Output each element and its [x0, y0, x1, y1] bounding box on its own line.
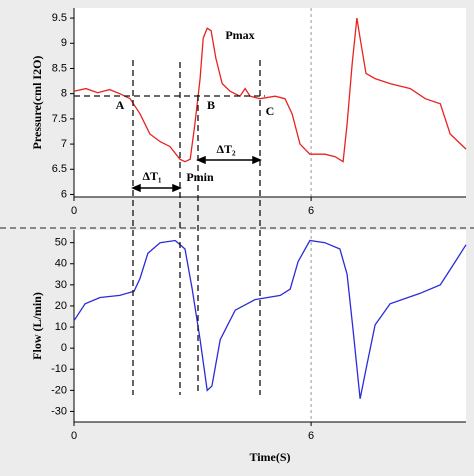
arrow-head [196, 155, 262, 165]
data-line [73, 239, 467, 399]
y-tick-label: -30 [51, 405, 67, 417]
y-axis-title: Flow (L/min) [30, 292, 44, 360]
data-line [73, 17, 467, 163]
y-tick-label: 50 [55, 237, 67, 249]
annotation: C [266, 104, 275, 118]
annotation: ΔT₁ [142, 169, 162, 183]
y-tick-label: 9.5 [52, 12, 67, 24]
y-tick-label: 9 [61, 37, 67, 49]
y-tick-label: 40 [55, 258, 67, 270]
annotation: Pmax [225, 28, 254, 42]
x-tick-label: 6 [308, 205, 314, 217]
y-tick-label: 30 [55, 279, 67, 291]
y-tick-label: -20 [51, 384, 67, 396]
y-tick-label: 8.5 [52, 62, 67, 74]
y-tick-label: 10 [55, 321, 67, 333]
annotation: ΔT₂ [216, 142, 236, 156]
plots [70, 8, 467, 426]
x-tick-label: 0 [71, 430, 77, 442]
y-tick-label: 7 [61, 138, 67, 150]
y-tick-label: 6 [61, 188, 67, 200]
y-tick-label: 20 [55, 300, 67, 312]
plot-area [74, 230, 466, 422]
y-tick-label: 7.5 [52, 113, 67, 125]
annotation-lines [74, 60, 265, 395]
annotation: A [116, 98, 125, 112]
y-tick-label: 6.5 [52, 163, 67, 175]
x-axis-title: Time(S) [249, 450, 290, 464]
y-tick-label: 0 [61, 342, 67, 354]
annotation: Pmin [186, 170, 214, 184]
arrow-head [131, 183, 182, 193]
arrows [131, 155, 262, 193]
y-tick-label: 8 [61, 88, 67, 100]
y-tick-label: -10 [51, 363, 67, 375]
x-tick-label: 0 [71, 205, 77, 217]
x-tick-label: 6 [308, 430, 314, 442]
y-axis-title: Pressure(cml I2O) [30, 56, 44, 150]
annotation: B [207, 98, 215, 112]
plot-area [74, 8, 466, 197]
